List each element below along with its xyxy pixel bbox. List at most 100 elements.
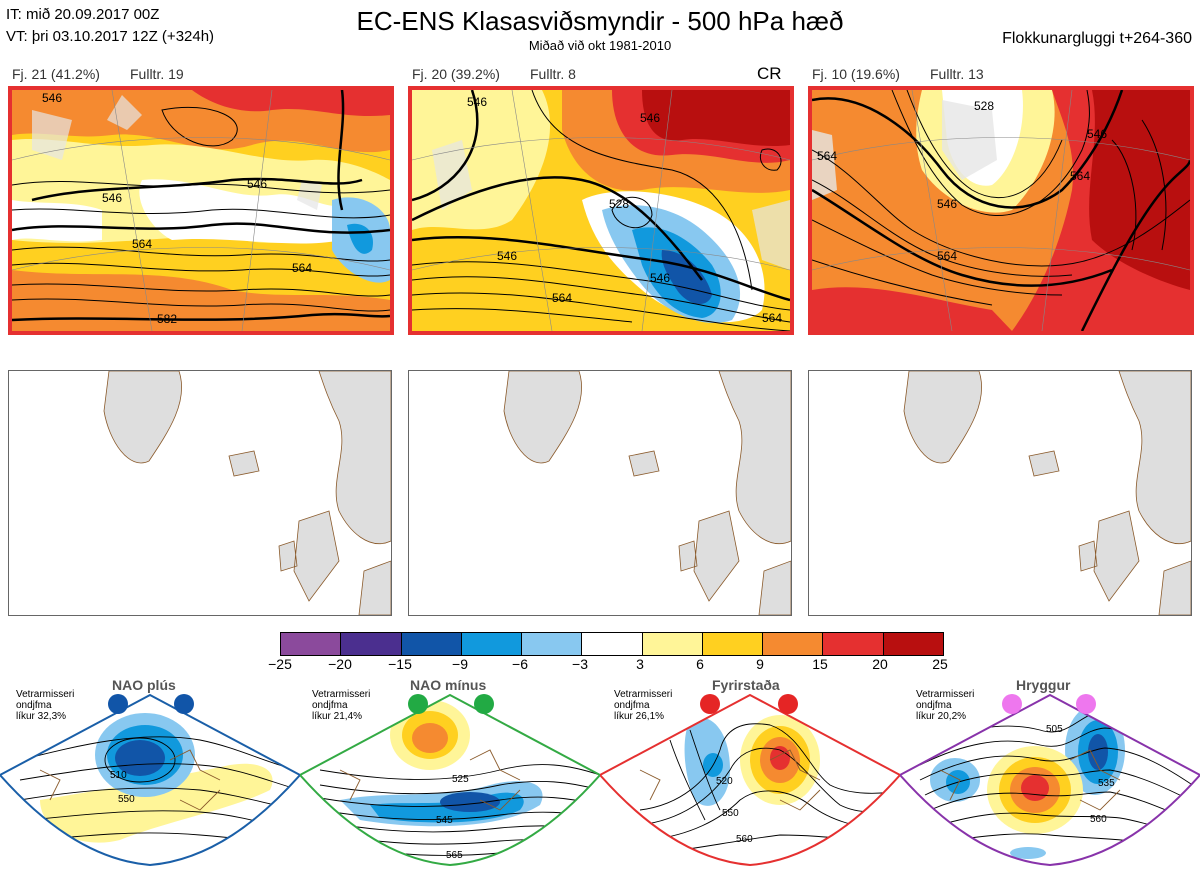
- colorbar-swatch: [642, 633, 703, 655]
- blank-map-3: [808, 370, 1192, 616]
- colorbar-tick: −25: [268, 656, 292, 672]
- cluster-3-map-svg: 528 546 546 564 564 564: [812, 90, 1190, 331]
- cluster-3-contour-a: 528: [974, 99, 994, 113]
- colorbar-tick: −3: [572, 656, 588, 672]
- cluster-2-rep: Fulltr. 8: [530, 66, 576, 82]
- colorbar: [280, 632, 944, 656]
- cluster-1-contour-e: 564: [292, 261, 312, 275]
- cluster-2-tag: CR: [757, 64, 782, 83]
- cluster-2-contour-a: 546: [640, 111, 660, 125]
- cluster-1-map: 546 546 546 564 564 582: [8, 86, 394, 335]
- regime-blocking-contour-c: 560: [736, 834, 753, 845]
- regime-blocking-map: 520 550 560: [600, 693, 900, 867]
- colorbar-tick: 25: [932, 656, 948, 672]
- regime-nao-plus-contour-a: 510: [110, 770, 127, 781]
- colorbar-swatch: [763, 633, 824, 655]
- regime-nao-minus-contour-a: 525: [452, 774, 469, 785]
- colorbar-tick: −6: [512, 656, 528, 672]
- cluster-1-rep: Fulltr. 19: [130, 66, 184, 82]
- colorbar-swatch: [823, 633, 884, 655]
- regime-ridge-map: 505 535 560: [900, 693, 1200, 867]
- cluster-2-contour-e: 564: [552, 291, 572, 305]
- regime-nao-plus-contour-b: 550: [118, 794, 135, 805]
- colorbar-swatch: [522, 633, 583, 655]
- blank-map-2: [408, 370, 792, 616]
- colorbar-tick: 9: [756, 656, 764, 672]
- cluster-3-contour-f: 564: [1070, 169, 1090, 183]
- colorbar-swatch: [702, 633, 764, 655]
- regime-ridge-contour-a: 505: [1046, 724, 1063, 735]
- valid-time: VT: þri 03.10.2017 12Z (+324h): [6, 28, 215, 45]
- page-subtitle: Miðað við okt 1981-2010: [528, 38, 672, 53]
- cluster-1-contour-f: 582: [157, 312, 177, 326]
- regime-nao-plus-map: 510 550: [0, 693, 300, 867]
- cluster-2-contour-d: 546: [650, 271, 670, 285]
- regime-ridge-title: Hryggur: [1016, 677, 1071, 693]
- regime-nao-plus-dot: [108, 694, 128, 714]
- colorbar-swatch: [582, 633, 643, 655]
- regime-nao-minus-contour-c: 565: [446, 850, 463, 861]
- regime-blocking-dot: [700, 694, 720, 714]
- colorbar-swatch: [401, 633, 462, 655]
- colorbar-swatch: [461, 633, 523, 655]
- cluster-2-contour-c: 546: [497, 249, 517, 263]
- cluster-3-contour-d: 564: [817, 149, 837, 163]
- cluster-1-label: Fj. 21 (41.2%): [12, 66, 100, 82]
- cluster-3-contour-b: 546: [937, 197, 957, 211]
- cluster-3-label: Fj. 10 (19.6%): [812, 66, 900, 82]
- colorbar-swatch: [341, 633, 402, 655]
- cluster-1-contour-b: 546: [247, 177, 267, 191]
- initial-time: IT: mið 20.09.2017 00Z: [6, 6, 160, 23]
- regime-nao-plus-dot: [174, 694, 194, 714]
- regime-nao-minus-map: 525 545 565: [300, 693, 600, 867]
- regime-ridge-contour-c: 560: [1090, 814, 1107, 825]
- cluster-1-contour-d: 564: [132, 237, 152, 251]
- regime-nao-minus-contour-b: 545: [436, 815, 453, 826]
- colorbar-swatch: [281, 633, 342, 655]
- regime-ridge-frame: [900, 693, 1200, 867]
- cluster-2-contour-b: 528: [609, 197, 629, 211]
- regime-nao-minus-dot: [474, 694, 494, 714]
- regime-nao-minus-title: NAO mínus: [410, 677, 487, 693]
- colorbar-tick: 6: [696, 656, 704, 672]
- regime-ridge-dot: [1002, 694, 1022, 714]
- regime-blocking-info: Vetrarmisseri ondjfma líkur 26,1%: [614, 689, 673, 722]
- page-title: EC-ENS Klasasviðsmyndir - 500 hPa hæð: [356, 6, 844, 36]
- colorbar-swatch: [883, 633, 943, 655]
- regime-nao-plus-frame: [0, 693, 300, 867]
- cluster-3-contour-e: 564: [937, 249, 957, 263]
- regime-ridge-info: Vetrarmisseri ondjfma líkur 20,2%: [916, 689, 975, 722]
- regime-ridge-contour-b: 535: [1098, 778, 1115, 789]
- cluster-2-label: Fj. 20 (39.2%): [412, 66, 500, 82]
- cluster-1-contour-a: 546: [102, 191, 122, 205]
- colorbar-tick: −20: [328, 656, 352, 672]
- regime-nao-plus-title: NAO plús: [112, 677, 176, 693]
- colorbar-tick: 20: [872, 656, 888, 672]
- cluster-3-contour-c: 546: [1087, 127, 1107, 141]
- regime-ridge-dot: [1076, 694, 1096, 714]
- header-times: IT: mið 20.09.2017 00Z VT: þri 03.10.201…: [6, 4, 214, 48]
- regime-blocking-contour-b: 550: [722, 808, 739, 819]
- classification-window: Flokkunargluggi t+264-360: [1002, 30, 1192, 47]
- cluster-2-map-svg: 546 528 546 546 564 564 546: [412, 90, 790, 331]
- regime-nao-minus-info: Vetrarmisseri ondjfma líkur 21,4%: [312, 689, 371, 722]
- colorbar-tick: −15: [388, 656, 412, 672]
- cluster-1-contour-c: 546: [42, 91, 62, 105]
- regime-nao-minus-dot: [408, 694, 428, 714]
- cluster-3-map: 528 546 546 564 564 564: [808, 86, 1194, 335]
- regime-nao-plus-info: Vetrarmisseri ondjfma líkur 32,3%: [16, 689, 75, 722]
- regime-blocking-dot: [778, 694, 798, 714]
- cluster-2-contour-g: 546: [467, 95, 487, 109]
- cluster-2-map: 546 528 546 546 564 564 546: [408, 86, 794, 335]
- cluster-2-contour-f: 564: [762, 311, 782, 325]
- blank-map-1: [8, 370, 392, 616]
- colorbar-tick: 3: [636, 656, 644, 672]
- regime-blocking-frame: [600, 693, 900, 867]
- colorbar-tick: −9: [452, 656, 468, 672]
- regime-blocking-title: Fyrirstaða: [712, 677, 780, 693]
- regime-nao-minus-frame: [300, 693, 600, 867]
- cluster-3-rep: Fulltr. 13: [930, 66, 984, 82]
- regime-blocking-contour-a: 520: [716, 776, 733, 787]
- cluster-1-map-svg: 546 546 546 564 564 582: [12, 90, 390, 331]
- colorbar-tick: 15: [812, 656, 828, 672]
